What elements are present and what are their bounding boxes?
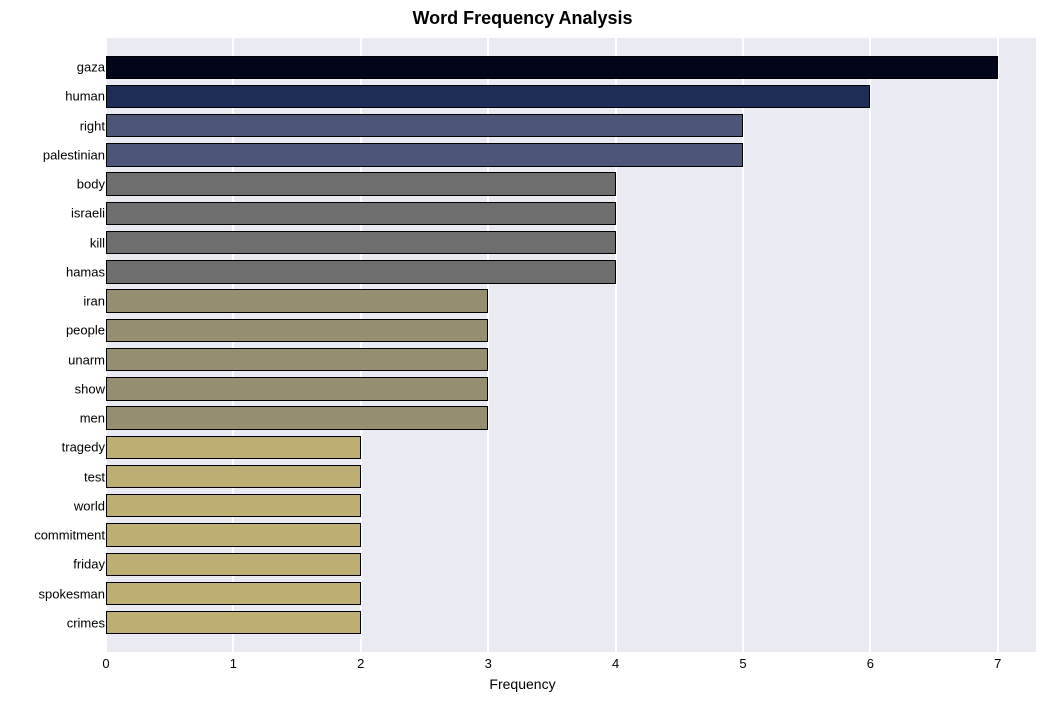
y-tick-label: israeli [5, 206, 105, 221]
y-tick-label: friday [5, 557, 105, 572]
bar [106, 523, 361, 546]
y-tick-label: body [5, 177, 105, 192]
bar [106, 465, 361, 488]
y-tick-label: gaza [5, 60, 105, 75]
chart-container: Word Frequency Analysis Frequency 0 1 2 3 4 5… [0, 0, 1045, 701]
bar [106, 114, 743, 137]
x-tick-label: 0 [102, 656, 109, 671]
y-tick-label: iran [5, 294, 105, 309]
y-tick-label: world [5, 498, 105, 513]
bar [106, 611, 361, 634]
y-tick-label: men [5, 411, 105, 426]
bar [106, 143, 743, 166]
bar [106, 494, 361, 517]
bar [106, 406, 488, 429]
x-axis-label: Frequency [0, 676, 1045, 692]
x-tick-label: 3 [485, 656, 492, 671]
gridline [997, 38, 999, 652]
bar [106, 172, 616, 195]
y-tick-label: palestinian [5, 147, 105, 162]
y-tick-label: kill [5, 235, 105, 250]
y-tick-label: right [5, 118, 105, 133]
bar [106, 202, 616, 225]
y-tick-label: hamas [5, 264, 105, 279]
y-tick-label: tragedy [5, 440, 105, 455]
bar [106, 553, 361, 576]
x-tick-label: 6 [867, 656, 874, 671]
y-tick-label: human [5, 89, 105, 104]
bar [106, 436, 361, 459]
bar [106, 319, 488, 342]
y-tick-label: crimes [5, 615, 105, 630]
x-tick-label: 4 [612, 656, 619, 671]
bar [106, 231, 616, 254]
x-tick-label: 2 [357, 656, 364, 671]
y-tick-label: unarm [5, 352, 105, 367]
bar [106, 348, 488, 371]
x-tick-label: 7 [994, 656, 1001, 671]
y-tick-label: test [5, 469, 105, 484]
x-tick-label: 5 [739, 656, 746, 671]
gridline [869, 38, 871, 652]
y-tick-label: commitment [5, 528, 105, 543]
y-tick-label: people [5, 323, 105, 338]
plot-area [106, 38, 1036, 652]
chart-title: Word Frequency Analysis [0, 8, 1045, 29]
x-tick-label: 1 [230, 656, 237, 671]
bar [106, 377, 488, 400]
bar [106, 85, 870, 108]
bar [106, 260, 616, 283]
y-tick-label: show [5, 381, 105, 396]
y-tick-label: spokesman [5, 586, 105, 601]
bar [106, 56, 998, 79]
bar [106, 582, 361, 605]
bar [106, 289, 488, 312]
